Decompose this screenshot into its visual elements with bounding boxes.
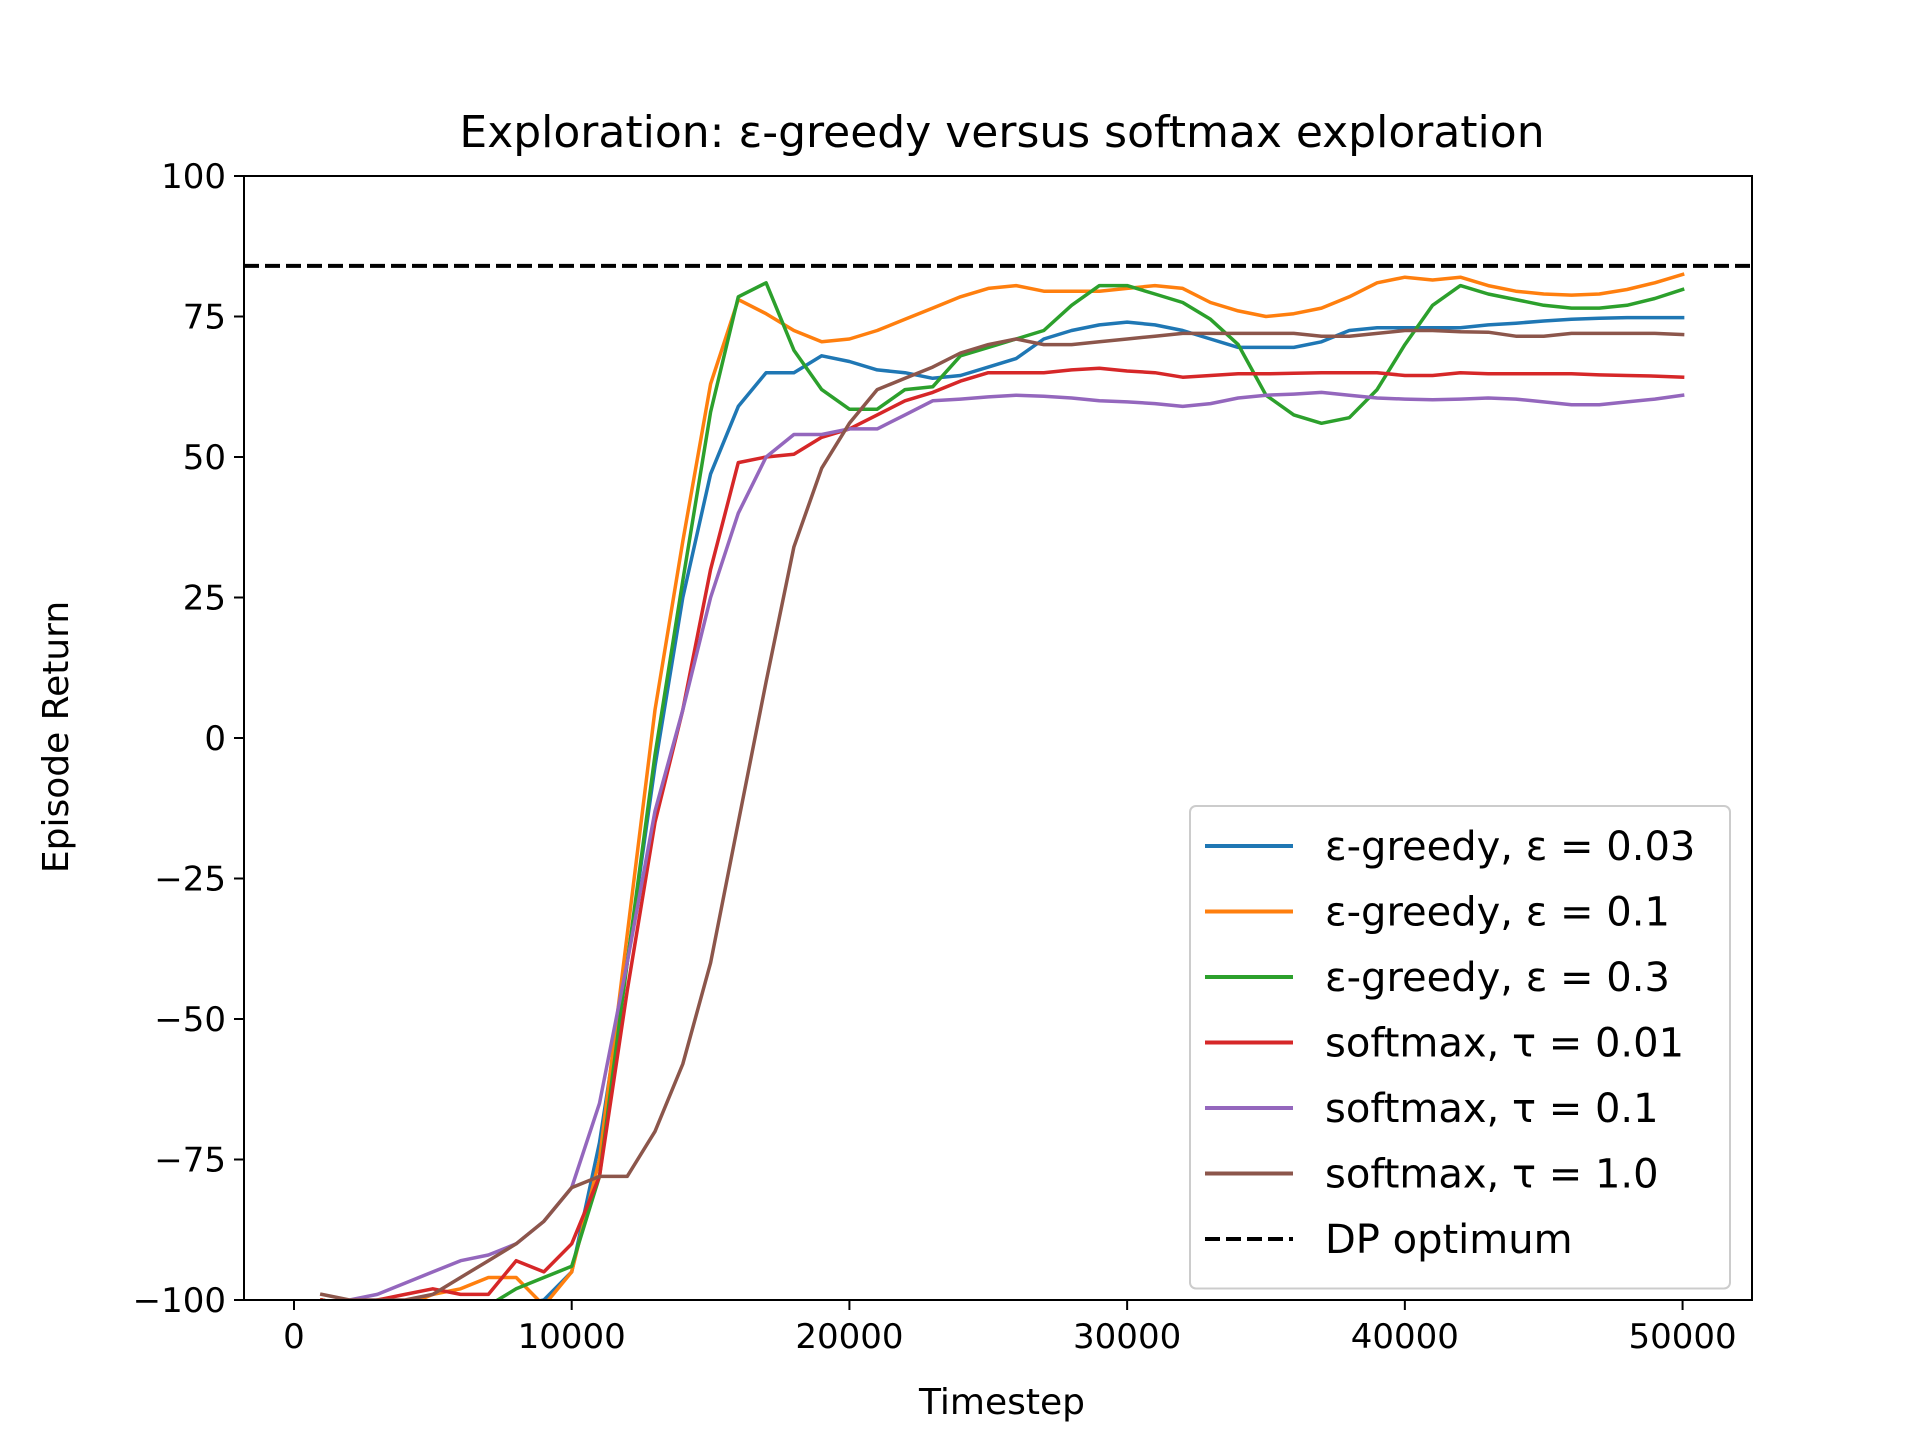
x-tick-label: 50000 — [1628, 1317, 1736, 1357]
chart-title: Exploration: ε-greedy versus softmax exp… — [459, 107, 1544, 158]
legend-label: softmax, τ = 0.1 — [1325, 1086, 1659, 1132]
x-tick-label: 0 — [283, 1317, 305, 1357]
legend: ε-greedy, ε = 0.03 ε-greedy, ε = 0.1 ε-gre… — [1189, 805, 1731, 1290]
x-tick-label: 40000 — [1351, 1317, 1459, 1357]
legend-box — [1189, 805, 1731, 1290]
x-tick-label: 20000 — [795, 1317, 903, 1357]
y-tick-label: −25 — [154, 860, 226, 900]
legend-label: ε-greedy, ε = 0.1 — [1325, 890, 1670, 936]
y-tick-label: 50 — [183, 438, 226, 478]
legend-label: DP optimum — [1325, 1217, 1573, 1263]
legend-label: ε-greedy, ε = 0.03 — [1325, 824, 1695, 870]
legend-label: softmax, τ = 1.0 — [1325, 1152, 1659, 1198]
legend-label: softmax, τ = 0.01 — [1325, 1021, 1684, 1067]
y-tick-label: −75 — [154, 1141, 226, 1181]
y-tick-label: 25 — [183, 579, 226, 619]
y-axis-label: Episode Return — [36, 601, 77, 873]
series-line-4 — [320, 366, 1685, 1300]
x-tick-label: 10000 — [518, 1317, 626, 1357]
x-tick-label: 30000 — [1073, 1317, 1181, 1357]
series-line-1 — [320, 315, 1685, 1300]
y-tick-label: 75 — [183, 298, 226, 338]
y-tick-label: −50 — [154, 1000, 226, 1040]
plot-area — [243, 175, 1753, 1301]
y-axis: −100 −75 −50 −25 0 25 50 75 100 — [133, 157, 244, 1321]
y-tick-label: −100 — [133, 1281, 226, 1321]
x-axis-label: Timestep — [918, 1382, 1085, 1423]
x-axis: 0 10000 20000 30000 40000 50000 — [283, 1300, 1737, 1357]
y-tick-label: 100 — [161, 157, 226, 197]
legend-label: ε-greedy, ε = 0.3 — [1325, 955, 1670, 1001]
series-line-6 — [319, 328, 1685, 1300]
y-tick-label: 0 — [204, 719, 226, 759]
